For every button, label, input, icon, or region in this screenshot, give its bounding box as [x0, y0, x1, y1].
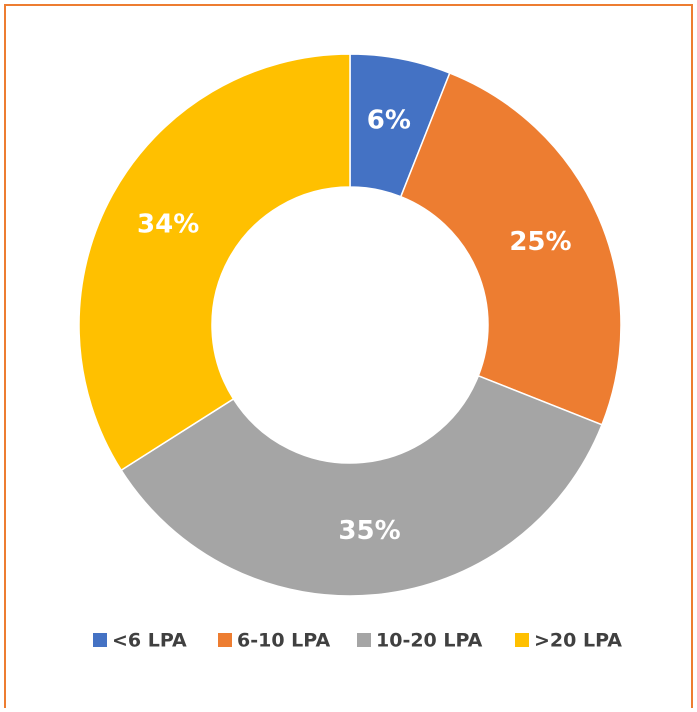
data-label: 25% — [509, 227, 571, 257]
legend-swatch — [515, 633, 529, 647]
data-label: 34% — [137, 210, 199, 240]
donut-segment — [399, 72, 622, 426]
data-label: 6% — [367, 106, 411, 136]
legend-swatch — [357, 633, 371, 647]
legend-label: 10-20 LPA — [376, 630, 483, 652]
legend-swatch — [93, 633, 107, 647]
donut-segment — [120, 374, 603, 597]
legend-swatch — [218, 633, 232, 647]
data-label: 35% — [338, 516, 400, 546]
donut-segment — [78, 53, 351, 472]
frame-border — [4, 4, 693, 708]
legend-label: 6-10 LPA — [237, 630, 330, 652]
legend-label: <6 LPA — [112, 630, 187, 652]
legend-label: >20 LPA — [534, 630, 622, 652]
